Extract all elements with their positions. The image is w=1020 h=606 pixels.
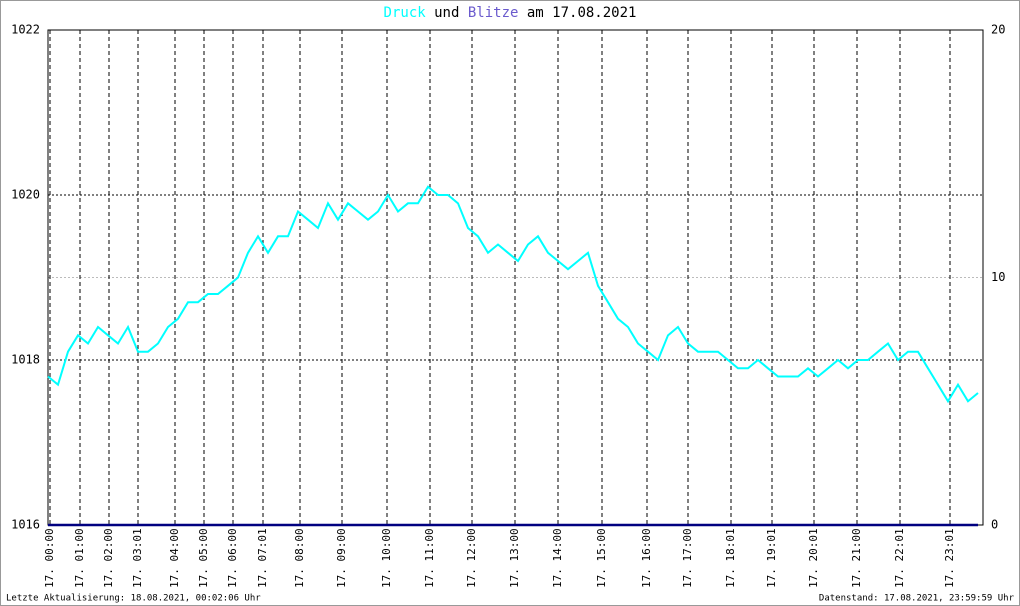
footer-right: Datenstand: 17.08.2021, 23:59:59 Uhr <box>819 594 1015 604</box>
y-tick-label: 1020 <box>11 188 40 202</box>
x-tick-label: 17. 02:00 <box>102 528 115 588</box>
legend-druck: Druck <box>384 5 427 21</box>
x-tick-label: 17. 14:00 <box>551 528 564 588</box>
x-tick-label: 17. 03:01 <box>131 528 144 588</box>
y2-tick-label: 10 <box>991 270 1005 284</box>
x-tick-label: 17. 20:01 <box>807 528 820 588</box>
x-tick-label: 17. 23:01 <box>943 528 956 588</box>
x-tick-label: 17. 19:01 <box>765 528 778 588</box>
x-tick-label: 17. 15:00 <box>595 528 608 588</box>
x-tick-label: 17. 10:00 <box>380 528 393 588</box>
x-tick-label: 17. 22:01 <box>893 528 906 588</box>
x-tick-label: 17. 05:00 <box>197 528 210 588</box>
x-tick-label: 17. 08:00 <box>293 528 306 588</box>
y2-tick-label: 0 <box>991 518 998 532</box>
x-tick-label: 17. 11:00 <box>423 528 436 588</box>
y2-tick-label: 20 <box>991 23 1005 37</box>
x-tick-label: 17. 18:01 <box>724 528 737 588</box>
x-tick-label: 17. 00:00 <box>43 528 56 588</box>
x-tick-label: 17. 09:00 <box>335 528 348 588</box>
y-tick-label: 1018 <box>11 353 40 367</box>
x-tick-label: 17. 21:00 <box>850 528 863 588</box>
y-tick-label: 1016 <box>11 518 40 532</box>
y-tick-label: 1022 <box>11 23 40 37</box>
footer-left: Letzte Aktualisierung: 18.08.2021, 00:02… <box>6 594 261 604</box>
x-tick-label: 17. 06:00 <box>226 528 239 588</box>
title-date: am 17.08.2021 <box>527 5 637 21</box>
x-tick-label: 17. 17:00 <box>681 528 694 588</box>
x-tick-label: 17. 07:01 <box>256 528 269 588</box>
x-tick-label: 17. 16:00 <box>640 528 653 588</box>
legend-blitze: Blitze <box>468 5 519 21</box>
x-tick-label: 17. 13:00 <box>508 528 521 588</box>
title-word: und <box>434 5 459 21</box>
x-tick-label: 17. 04:00 <box>168 528 181 588</box>
series-line <box>47 185 979 404</box>
x-tick-label: 17. 12:00 <box>465 528 478 588</box>
x-tick-label: 17. 01:00 <box>73 528 86 588</box>
chart-title: Druck und Blitze am 17.08.2021 <box>384 5 637 21</box>
